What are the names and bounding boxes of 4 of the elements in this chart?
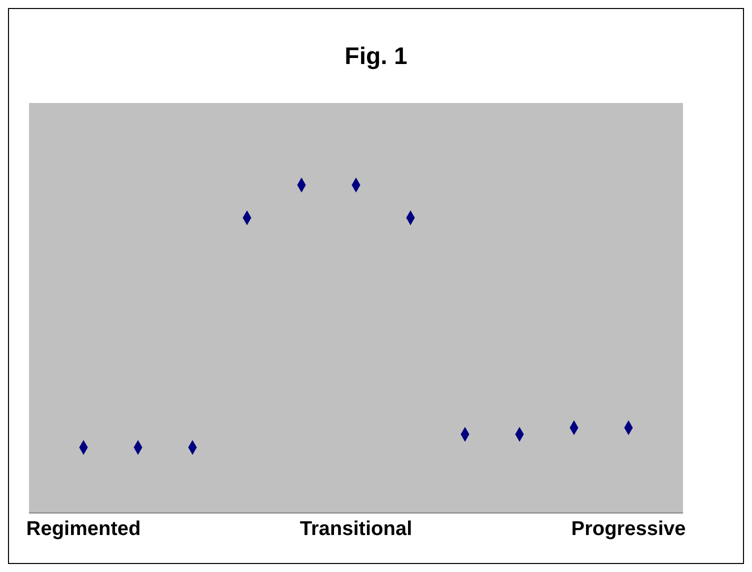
- x-tick-label: Transitional: [300, 518, 412, 540]
- x-tick-label: Regimented: [26, 518, 141, 540]
- x-tick-label: Progressive: [571, 518, 686, 540]
- chart-title: Fig. 1: [344, 43, 408, 72]
